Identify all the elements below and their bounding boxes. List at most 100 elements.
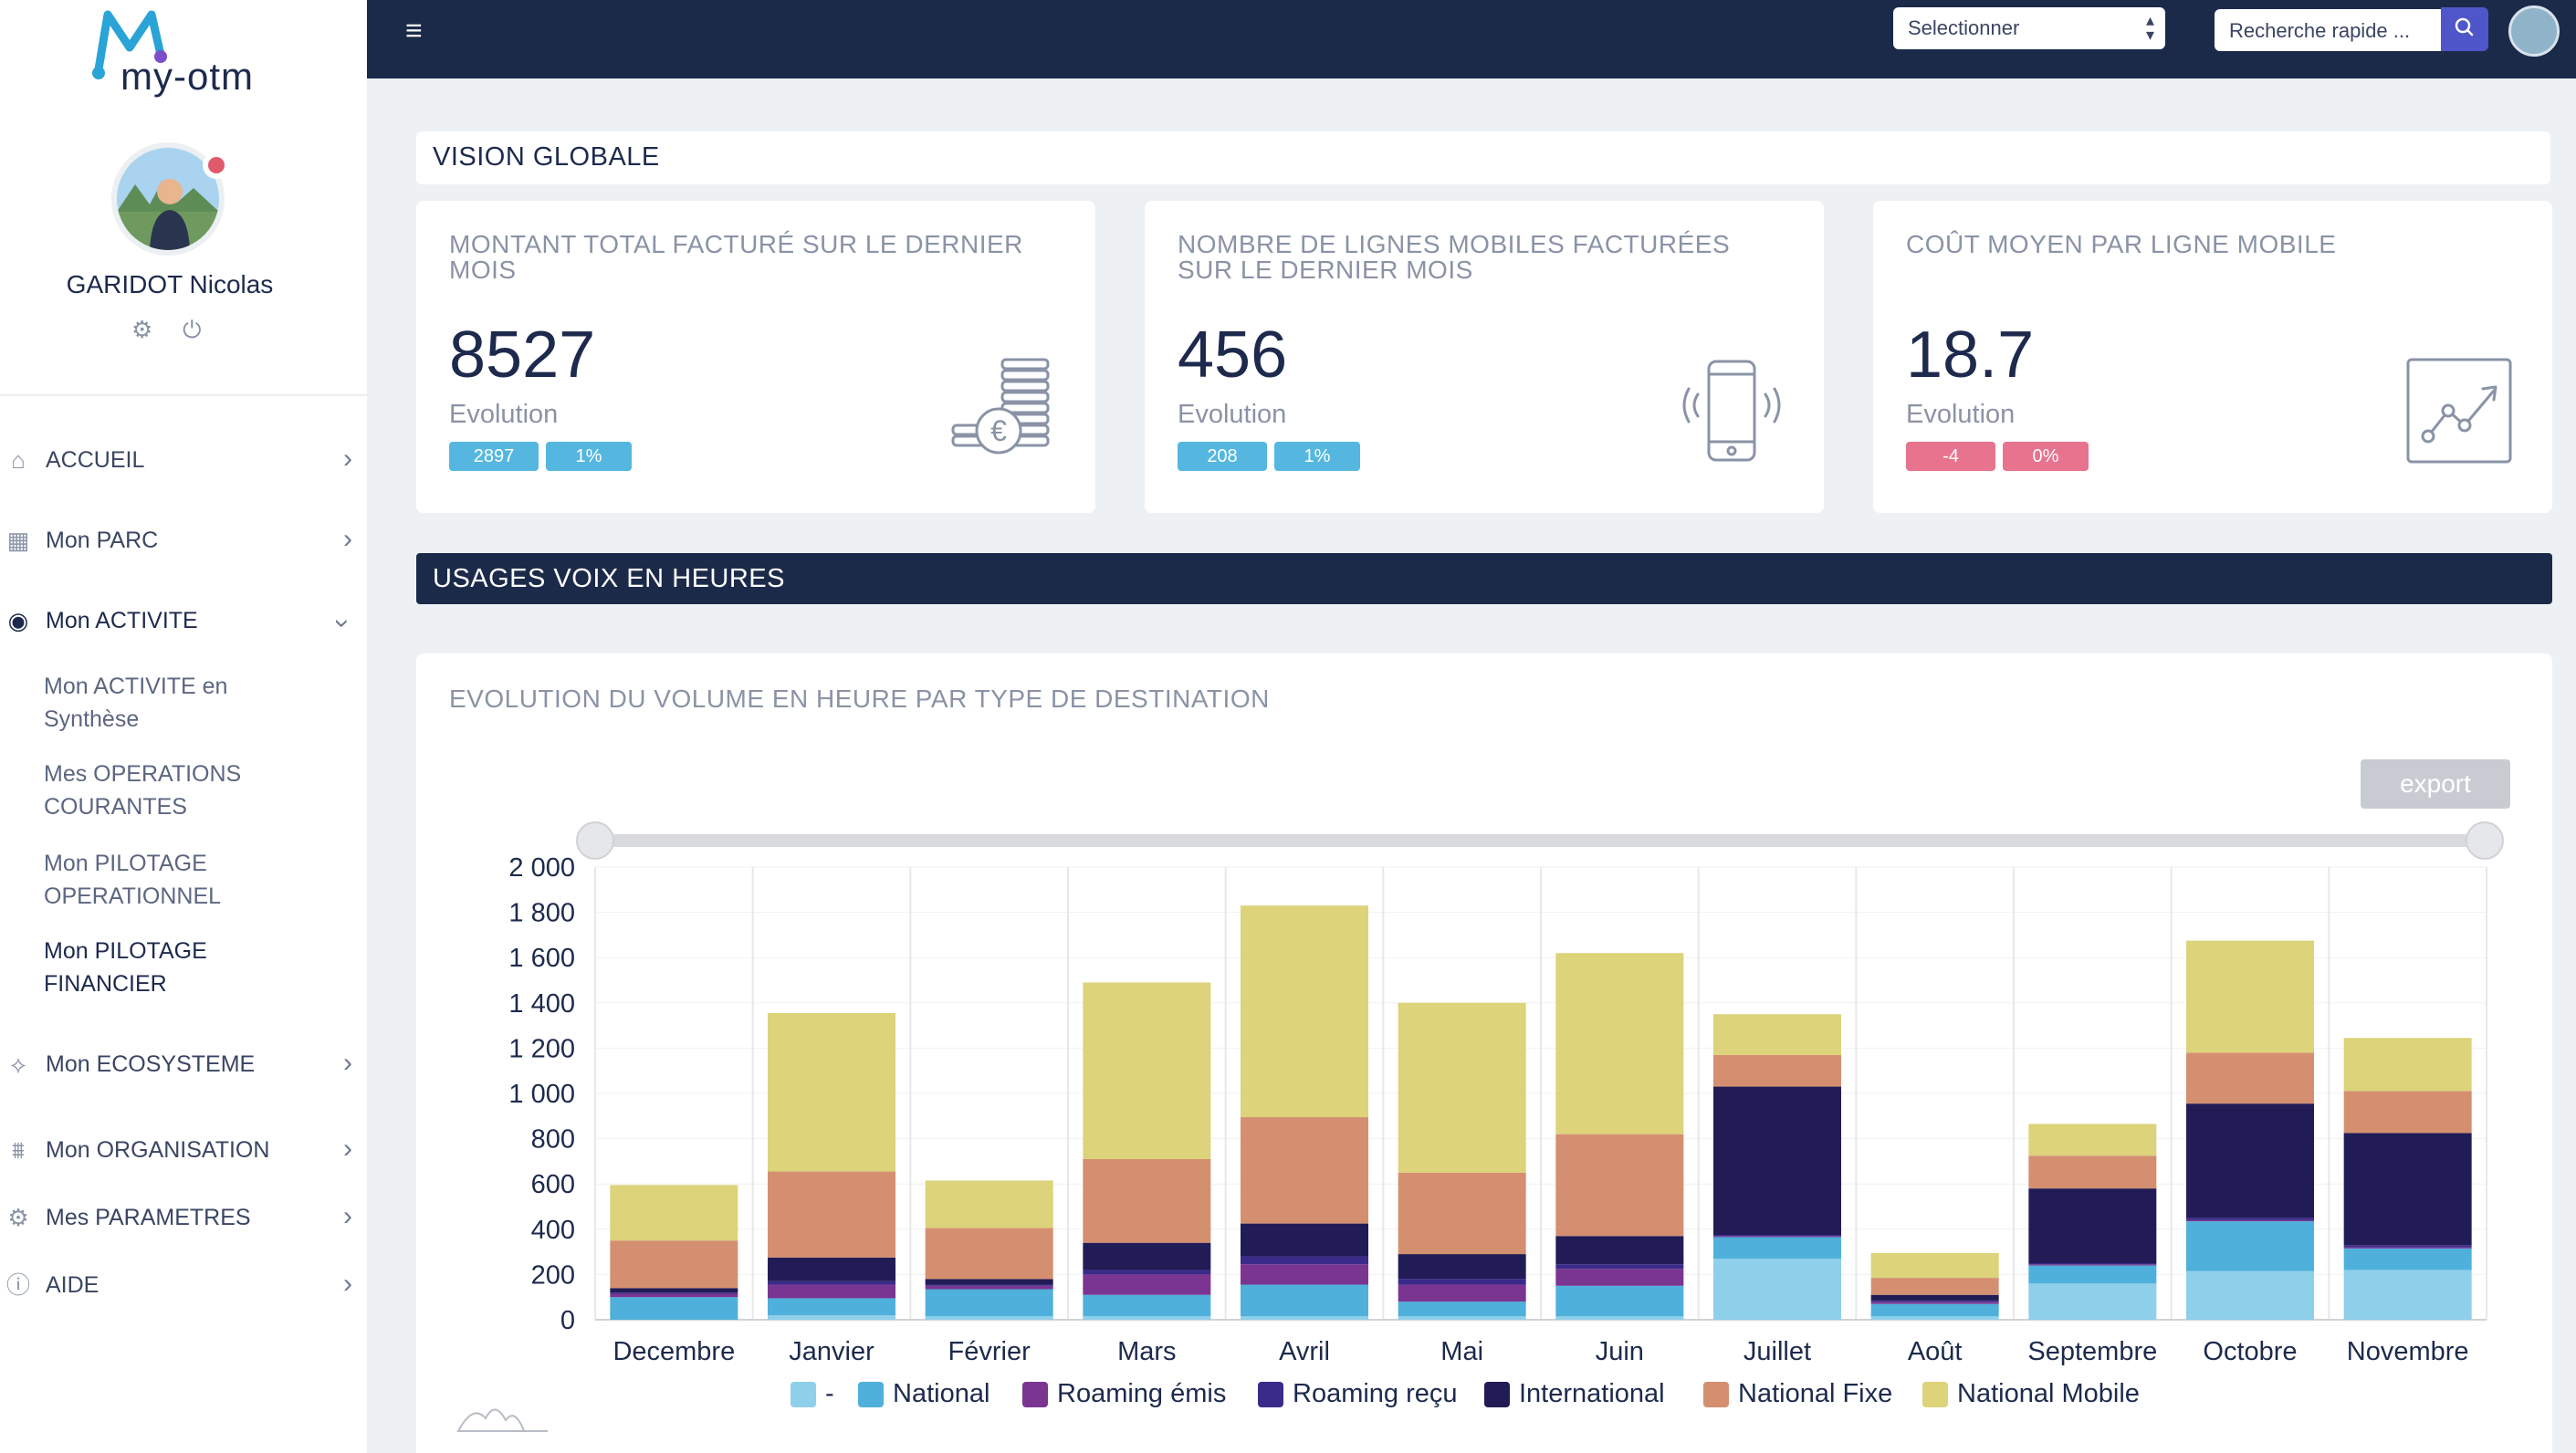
export-button[interactable]: export <box>2361 759 2510 809</box>
nav-item-label: Mon ECOSYSTEME <box>46 1051 256 1077</box>
nav-item-label: Mes PARAMETRES <box>46 1205 251 1230</box>
bar-segment <box>2028 1265 2157 1284</box>
legend-swatch[interactable] <box>1022 1382 1048 1407</box>
bar-segment <box>610 1292 738 1294</box>
app-logo[interactable] <box>82 0 283 110</box>
bar-segment <box>1713 1086 1841 1235</box>
bar-segment <box>2186 940 2314 1053</box>
nav-item-accueil[interactable]: ⌂ ACCUEIL › <box>0 440 367 486</box>
legend-label[interactable]: National Mobile <box>1957 1379 2140 1408</box>
search-button[interactable] <box>2441 7 2488 51</box>
legend-swatch[interactable] <box>791 1382 816 1407</box>
legend-label[interactable]: International <box>1519 1379 1665 1408</box>
bar-segment <box>610 1297 738 1320</box>
usages-header: USAGES VOIX EN HEURES <box>416 553 2552 604</box>
bar-segment <box>768 1012 895 1172</box>
chevron-right-icon: › <box>343 1134 352 1164</box>
range-handle-left[interactable] <box>576 821 614 860</box>
bar-segment <box>1398 1002 1526 1173</box>
chevron-down-icon: › <box>328 619 358 628</box>
legend-swatch[interactable] <box>1922 1382 1948 1407</box>
subnav-item-pilotage-operationnel[interactable]: Mon PILOTAGE OPERATIONNEL <box>44 851 222 909</box>
kpi-title: NOMBRE DE LIGNES MOBILES FACTURÉES SUR L… <box>1178 230 1731 284</box>
bar-segment <box>1870 1252 1999 1279</box>
x-tick-label: Juin <box>1596 1337 1644 1366</box>
bar-segment <box>1241 1223 1368 1257</box>
menu-toggle-icon[interactable]: ≡ <box>405 14 423 47</box>
user-avatar[interactable] <box>2508 5 2560 57</box>
topbar: ≡ Selectionner ▴ ▾ Recherche rapide ... <box>367 0 2576 78</box>
trend-chart-icon <box>2406 358 2512 464</box>
bar-segment <box>610 1185 738 1241</box>
bar-segment <box>1555 1316 1684 1320</box>
bar-segment <box>925 1285 1053 1290</box>
bar-segment <box>1241 1256 1368 1265</box>
legend-label[interactable]: National Fixe <box>1738 1379 1892 1408</box>
bar-segment <box>2186 1218 2314 1220</box>
legend-swatch[interactable] <box>1484 1382 1510 1407</box>
legend-label[interactable]: Roaming émis <box>1057 1379 1226 1408</box>
nav-item-parametres[interactable]: ⚙ Mes PARAMETRES › <box>0 1197 367 1243</box>
logo-mark-icon <box>92 10 167 79</box>
activity-icon: ◉ <box>7 607 29 634</box>
range-handle-right[interactable] <box>2466 821 2504 860</box>
bar-segment <box>2028 1283 2157 1320</box>
organization-icon: ⩩ <box>12 1136 25 1164</box>
y-tick-label: 600 <box>531 1170 575 1199</box>
bar-segment <box>2028 1124 2157 1156</box>
bar-segment <box>1713 1236 1841 1238</box>
nav-item-aide[interactable]: ⓘ AIDE › <box>0 1265 367 1311</box>
bar-segment <box>1398 1284 1526 1302</box>
bar-segment <box>1870 1301 1999 1304</box>
kpi-value: 18.7 <box>1906 319 2035 392</box>
range-slider-track <box>595 834 2485 847</box>
user-name: GARIDOT Nicolas <box>66 270 274 298</box>
subnav-item-pilotage-financier[interactable]: Mon PILOTAGE FINANCIER <box>44 938 207 997</box>
kpi-title: COÛT MOYEN PAR LIGNE MOBILE <box>1906 230 2337 258</box>
bar-segment <box>925 1289 1053 1317</box>
bar-segment <box>2028 1188 2157 1263</box>
bar-segment <box>1083 1270 1211 1275</box>
bar-segment <box>925 1228 1053 1280</box>
legend-label[interactable]: - <box>825 1379 834 1408</box>
legend-swatch[interactable] <box>1703 1382 1729 1407</box>
bar-segment <box>1241 905 1368 1118</box>
nav-item-organisation[interactable]: ⩩ Mon ORGANISATION › <box>0 1130 367 1176</box>
avatar[interactable] <box>111 142 225 256</box>
legend-label[interactable]: National <box>893 1379 990 1408</box>
bar-segment <box>1083 1316 1211 1320</box>
legend-label[interactable]: Roaming reçu <box>1293 1379 1458 1408</box>
legend-swatch[interactable] <box>1258 1382 1283 1407</box>
y-tick-label: 0 <box>560 1306 575 1335</box>
section-title: VISION GLOBALE <box>433 142 660 172</box>
nav-item-activite[interactable]: ◉ Mon ACTIVITE › <box>0 601 367 646</box>
nav-item-label: Mon ORGANISATION <box>46 1137 270 1163</box>
y-tick-label: 1 000 <box>508 1080 575 1109</box>
bar-segment <box>1398 1254 1526 1280</box>
nav-item-ecosysteme[interactable]: ⟡ Mon ECOSYSTEME › <box>0 1044 367 1090</box>
subnav-item-synthese[interactable]: Mon ACTIVITE en Synthèse <box>44 674 228 732</box>
entity-select[interactable]: Selectionner ▴ ▾ <box>1893 7 2165 49</box>
bar-segment <box>925 1279 1053 1285</box>
nav-item-parc[interactable]: ▦ Mon PARC › <box>0 520 367 566</box>
bar-segment <box>1713 1259 1841 1320</box>
subnav-item-operations[interactable]: Mes OPERATIONS COURANTES <box>44 761 242 820</box>
bar-segment <box>1713 1235 1841 1237</box>
bar-segment <box>1241 1316 1368 1320</box>
bar-segment <box>2186 1221 2314 1271</box>
power-icon[interactable]: ⏻ <box>183 316 202 343</box>
select-value: Selectionner <box>1908 16 2020 39</box>
bar-segment <box>1398 1279 1526 1285</box>
search-input[interactable]: Recherche rapide ... <box>2215 9 2441 51</box>
settings-icon: ⚙ <box>7 1204 29 1231</box>
x-tick-label: Decembre <box>613 1337 735 1366</box>
chevron-right-icon: › <box>343 444 352 474</box>
kpi-delta-badge: 2897 <box>449 442 539 471</box>
bar-segment <box>1870 1303 1999 1317</box>
nav-item-label: ACCUEIL <box>46 447 145 473</box>
bar-segment <box>768 1315 895 1320</box>
bar-segment <box>1870 1294 1999 1301</box>
gear-icon[interactable]: ⚙ <box>131 316 153 343</box>
bar-segment <box>2343 1038 2472 1092</box>
legend-swatch[interactable] <box>858 1382 884 1407</box>
